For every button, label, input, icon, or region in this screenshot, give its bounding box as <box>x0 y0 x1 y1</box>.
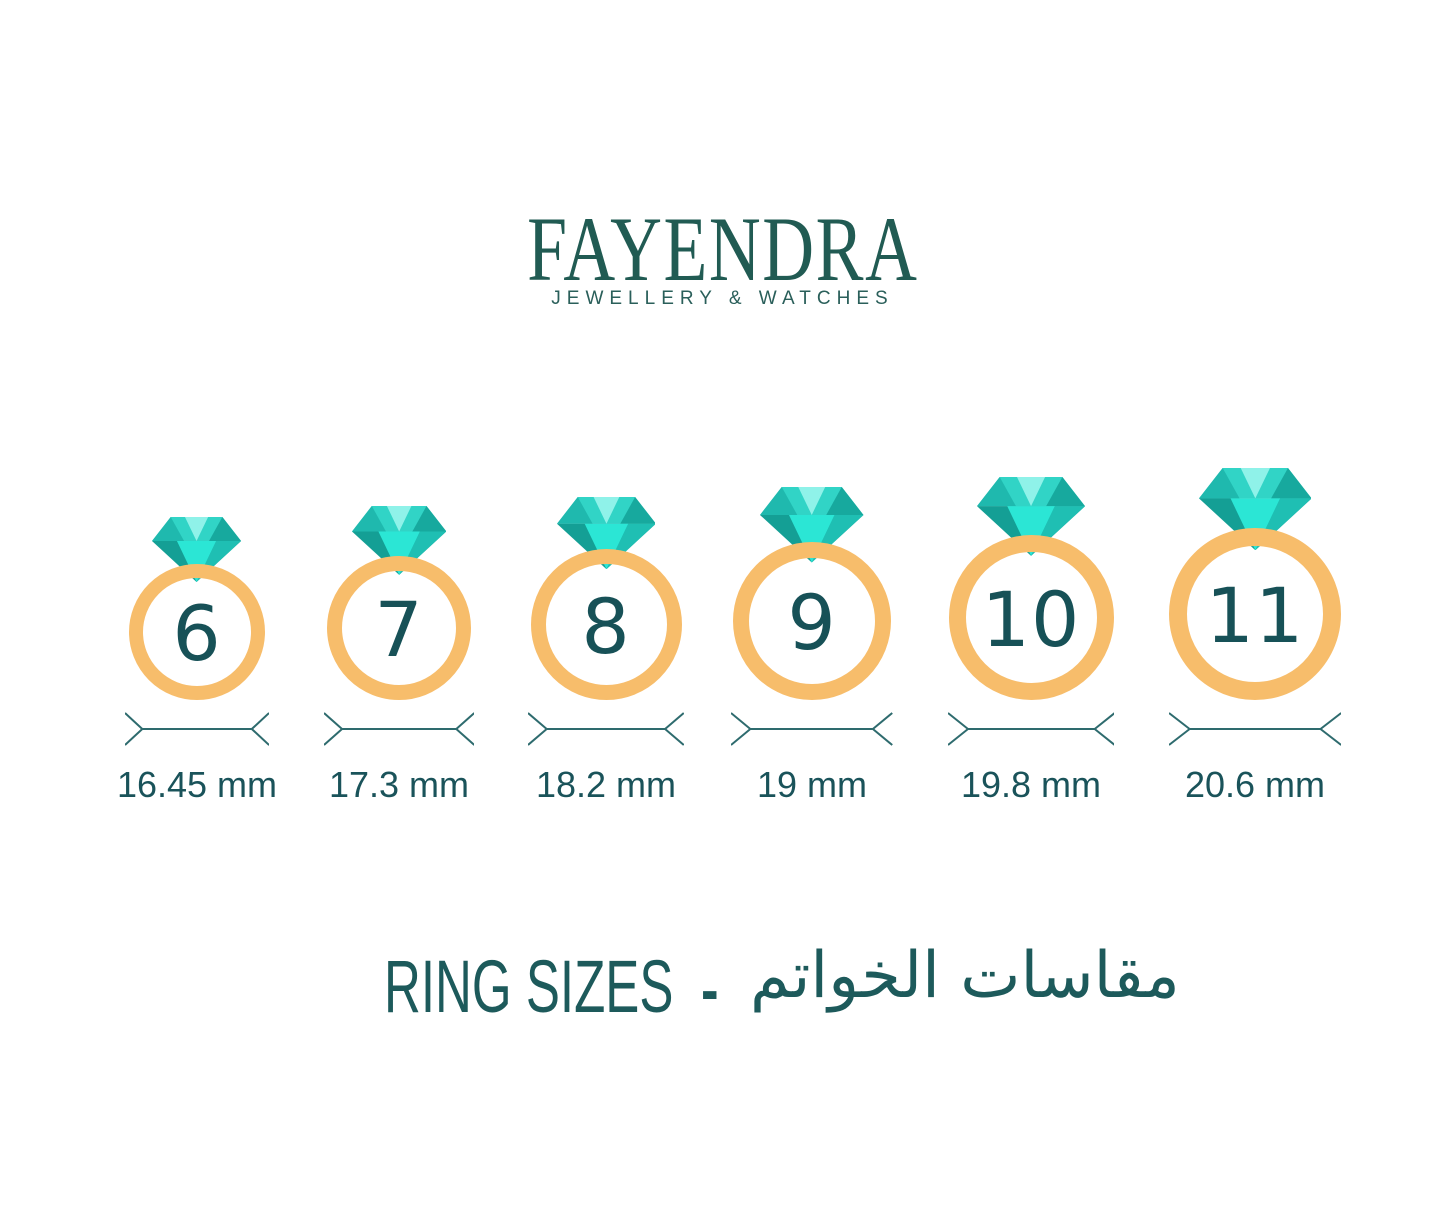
ring-item-size-8: 8 18.2 mm <box>476 0 736 820</box>
ring-item-size-7: 7 17.3 mm <box>269 0 529 820</box>
diamond-icon <box>556 496 656 569</box>
ring-diameter-label: 19 mm <box>756 764 868 805</box>
diamond-icon <box>351 506 447 576</box>
brand-name-text: FAYENDRA <box>526 198 919 300</box>
diamond-icon <box>760 487 864 563</box>
measure-arrows-icon <box>948 711 1115 747</box>
ring-item-size-11: 11 20.6 mm <box>1125 0 1385 820</box>
measure-arrows-icon <box>1169 711 1341 747</box>
brand-name: FAYENDRA <box>0 203 1445 295</box>
measure-arrows-icon <box>528 711 684 747</box>
ring-size-number: 9 <box>787 578 837 667</box>
ring-diameter-label: 19.8 mm <box>960 764 1102 805</box>
ring-diameter-label: 18.2 mm <box>535 764 677 805</box>
measure-arrows-icon <box>324 711 474 747</box>
ring-diameter-label: 17.3 mm <box>328 764 470 805</box>
ring-size-number: 11 <box>1205 571 1305 660</box>
measure-arrows-icon <box>731 711 892 747</box>
ring-size-number: 8 <box>581 581 631 671</box>
footer-title-ar: مقاسات الخواتم <box>750 939 1180 1013</box>
ring-item-size-10: 10 19.8 mm <box>901 0 1161 820</box>
ring-size-number: 10 <box>981 574 1081 664</box>
ring-item-size-6: 6 16.45 mm <box>67 0 327 820</box>
diamond-icon <box>1198 467 1312 551</box>
ring-diameter-label: 20.6 mm <box>1184 764 1326 805</box>
brand-tagline: JEWELLERY & WATCHES <box>551 288 894 309</box>
ring-diameter-label: 16.45 mm <box>116 764 278 805</box>
ring-size-number: 6 <box>172 589 222 678</box>
footer-title-en: RING SIZES <box>384 945 674 1028</box>
footer-title-separator: - <box>701 952 719 1026</box>
ring-size-number: 7 <box>374 585 424 674</box>
measure-arrows-icon <box>125 711 269 747</box>
ring-item-size-9: 9 19 mm <box>682 0 942 820</box>
